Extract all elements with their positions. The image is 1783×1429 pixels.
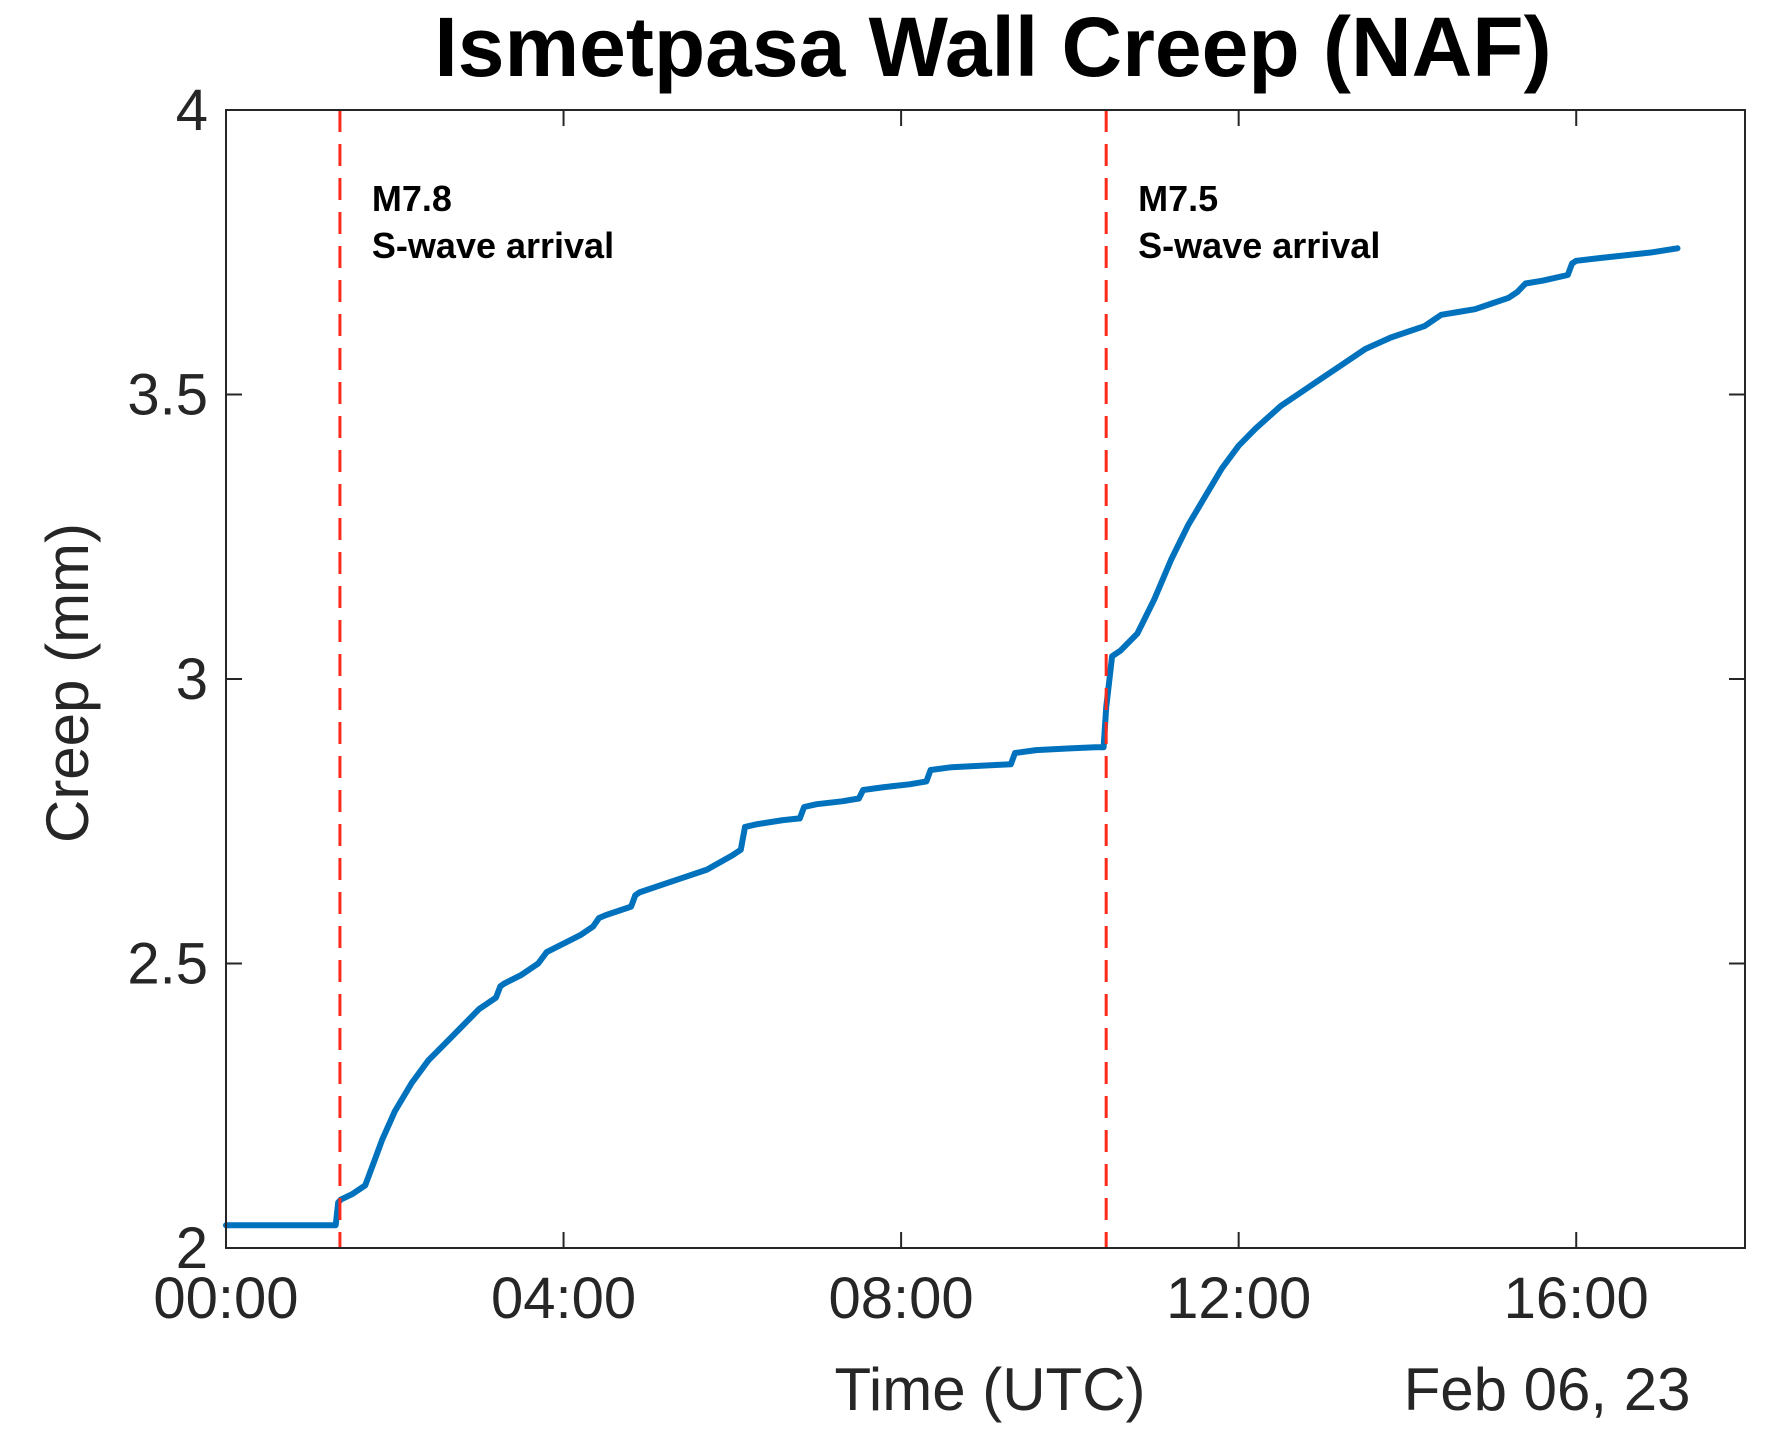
event-description-label: S-wave arrival (1138, 225, 1380, 266)
event-description-label: S-wave arrival (372, 225, 614, 266)
x-tick-label: 12:00 (1166, 1266, 1311, 1331)
y-tick-label: 2 (176, 1216, 208, 1281)
axes-frame (225, 109, 1746, 1249)
y-axis-label: Creep (mm) (34, 523, 101, 843)
x-axis: 00:00 04:00 08:00 12:00 16:00 (153, 110, 1649, 1331)
event-magnitude-label: M7.8 (372, 178, 452, 219)
y-axis: 2 2.5 3 3.5 4 (127, 78, 1745, 1281)
creep-series-line (223, 245, 1681, 1229)
plot-area (223, 245, 1681, 1229)
x-tick-label: 00:00 (153, 1266, 298, 1331)
x-tick-label: 08:00 (829, 1266, 974, 1331)
x-tick-label: 16:00 (1504, 1266, 1649, 1331)
x-tick-label: 04:00 (491, 1266, 636, 1331)
event-magnitude-label: M7.5 (1138, 178, 1218, 219)
x-axis-label: Time (UTC) (834, 1356, 1145, 1423)
y-tick-label: 4 (176, 78, 208, 143)
chart-title: Ismetpasa Wall Creep (NAF) (434, 0, 1551, 94)
date-label: Feb 06, 23 (1404, 1356, 1691, 1423)
y-tick-label: 2.5 (127, 932, 208, 997)
event-markers: M7.8 S-wave arrival M7.5 S-wave arrival (338, 110, 1380, 1248)
y-tick-label: 3.5 (127, 363, 208, 428)
y-tick-label: 3 (176, 647, 208, 712)
